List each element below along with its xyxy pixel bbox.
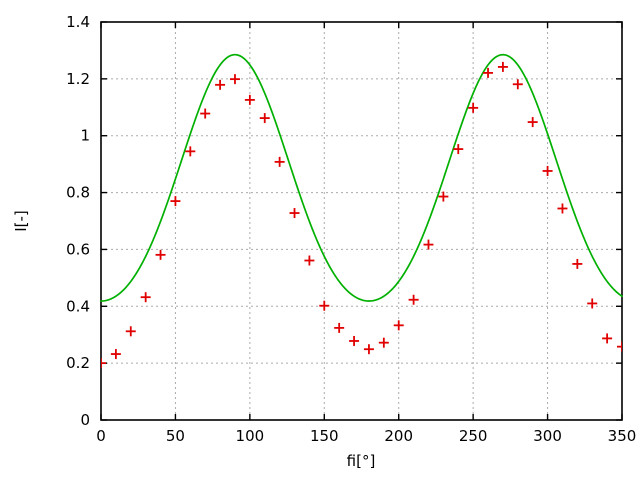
y-tick-label: 0 xyxy=(80,411,90,429)
data-point-marker xyxy=(155,249,166,260)
data-point-marker xyxy=(557,203,568,214)
data-point-marker xyxy=(468,102,479,113)
y-tick-label: 0.4 xyxy=(66,297,90,315)
x-tick-label: 0 xyxy=(96,427,106,445)
data-point-marker xyxy=(170,196,181,207)
x-axis-title: fi[°] xyxy=(347,452,376,470)
data-point-marker xyxy=(408,294,419,305)
data-point-marker xyxy=(140,292,151,303)
data-point-marker xyxy=(289,208,300,219)
data-point-marker xyxy=(215,79,226,90)
data-point-marker xyxy=(259,113,270,124)
data-point-marker xyxy=(185,146,196,157)
y-tick-label: 0.2 xyxy=(66,354,90,372)
fit-curve-path xyxy=(100,53,623,302)
y-tick-labels: 0 0.2 0.4 0.6 0.8 1 1.2 1.4 xyxy=(66,13,90,429)
data-point-marker xyxy=(542,165,553,176)
data-point-marker xyxy=(125,326,136,337)
x-tick-label: 200 xyxy=(384,427,413,445)
data-point-marker xyxy=(438,191,449,202)
y-tick-label: 0.6 xyxy=(66,240,90,258)
y-tick-label: 1.2 xyxy=(66,70,90,88)
data-point-marker xyxy=(200,108,211,119)
data-point-marker xyxy=(349,335,360,346)
data-point-marker xyxy=(393,320,404,331)
fit-curve xyxy=(100,53,623,302)
x-tick-labels: 0 50 100 150 200 250 300 350 xyxy=(96,427,636,445)
data-point-marker xyxy=(587,298,598,309)
x-tick-label: 350 xyxy=(608,427,637,445)
data-point-marker xyxy=(110,349,121,360)
data-point-marker xyxy=(229,74,240,85)
gridlines xyxy=(101,22,622,420)
data-point-marker xyxy=(378,337,389,348)
data-point-marker xyxy=(304,255,315,266)
y-tick-label: 1.4 xyxy=(66,13,90,31)
data-point-marker xyxy=(363,344,374,355)
data-point-marker xyxy=(497,61,508,72)
data-point-marker xyxy=(274,156,285,167)
data-point-marker xyxy=(319,300,330,311)
data-point-marker xyxy=(101,358,106,369)
data-point-marker xyxy=(602,333,613,344)
data-point-marker xyxy=(572,258,583,269)
data-point-marker xyxy=(512,79,523,90)
data-point-marker xyxy=(617,341,622,352)
x-tick-label: 150 xyxy=(310,427,339,445)
data-points xyxy=(101,61,622,369)
plot-border xyxy=(100,21,623,421)
x-tick-label: 250 xyxy=(459,427,488,445)
y-tick-label: 0.8 xyxy=(66,184,90,202)
x-tick-label: 100 xyxy=(236,427,265,445)
data-point-marker xyxy=(244,94,255,105)
data-point-marker xyxy=(527,117,538,128)
data-point-group xyxy=(101,61,622,369)
x-tick-label: 50 xyxy=(166,427,185,445)
data-point-marker xyxy=(423,239,434,250)
x-tick-label: 300 xyxy=(533,427,562,445)
y-tick-label: 1 xyxy=(80,127,90,145)
data-point-marker xyxy=(453,144,464,155)
data-point-marker xyxy=(334,322,345,333)
y-axis-title: I[-] xyxy=(12,210,30,232)
data-point-marker xyxy=(483,67,494,78)
